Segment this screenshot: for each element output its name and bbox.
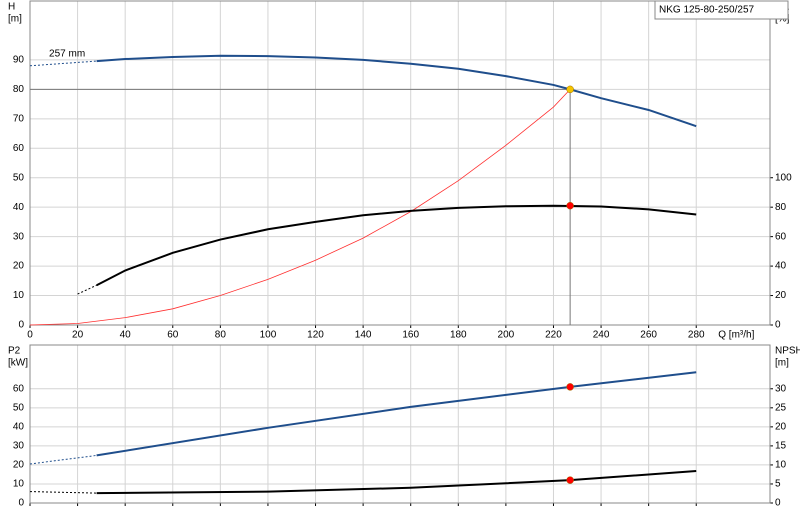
y2-tick-label: 25 xyxy=(775,402,787,413)
x-tick-label: 220 xyxy=(545,330,562,341)
x-tick-label: 100 xyxy=(260,330,277,341)
y-tick-label: 10 xyxy=(13,479,25,490)
model-label: NKG 125-80-250/257 xyxy=(659,5,755,16)
y2-tick-label: 30 xyxy=(775,383,787,394)
operating-marker xyxy=(566,201,574,210)
curve xyxy=(77,284,97,295)
x-tick-label: 180 xyxy=(450,330,467,341)
y2-tick-label: 15 xyxy=(775,441,787,452)
y2-tick-label: 20 xyxy=(775,290,787,301)
y-tick-label: 0 xyxy=(18,498,24,509)
y-tick-label: 0 xyxy=(18,320,24,331)
y2-tick-label: 5 xyxy=(775,479,781,490)
plot-frame xyxy=(29,0,771,326)
y-axis-label: H xyxy=(8,2,15,13)
y-tick-label: 30 xyxy=(13,441,25,452)
x-tick-label: 120 xyxy=(307,330,324,341)
curve xyxy=(29,60,97,67)
y2-tick-label: 20 xyxy=(775,421,787,432)
curve xyxy=(96,470,697,495)
plot-area xyxy=(30,1,770,325)
operating-marker xyxy=(566,476,574,484)
y-tick-label: 20 xyxy=(13,460,25,471)
plot-frame xyxy=(29,344,771,504)
x-tick-label: 40 xyxy=(120,330,132,341)
y2-axis-label: NPSH xyxy=(775,346,800,357)
operating-marker xyxy=(566,383,574,391)
y-tick-label: 30 xyxy=(13,231,25,242)
y-tick-label: 40 xyxy=(13,421,25,432)
y-tick-label: 20 xyxy=(13,261,25,272)
y2-tick-label: 10 xyxy=(775,460,787,471)
y2-tick-label: 60 xyxy=(775,231,787,242)
y-tick-label: 50 xyxy=(13,172,25,183)
y-axis-unit: [kW] xyxy=(8,358,28,369)
y-tick-label: 10 xyxy=(13,290,25,301)
x-tick-label: 60 xyxy=(167,330,179,341)
curve xyxy=(29,454,97,465)
y-tick-label: 60 xyxy=(13,143,25,154)
x-tick-label: 80 xyxy=(215,330,227,341)
x-tick-label: 20 xyxy=(72,330,84,341)
x-tick-label: 0 xyxy=(27,330,33,341)
model-box xyxy=(654,0,789,20)
operating-marker xyxy=(566,85,574,94)
curve xyxy=(29,89,571,326)
y2-tick-label: 40 xyxy=(775,261,787,272)
x-tick-label: 140 xyxy=(355,330,372,341)
y2-tick-label: 0 xyxy=(775,320,781,331)
curve xyxy=(96,371,697,457)
curve xyxy=(29,491,97,494)
y-tick-label: 50 xyxy=(13,402,25,413)
y-tick-label: 80 xyxy=(13,84,25,95)
y-tick-label: 40 xyxy=(13,202,25,213)
y2-tick-label: 100 xyxy=(775,172,792,183)
y2-tick-label: 80 xyxy=(775,202,787,213)
x-tick-label: 260 xyxy=(640,330,657,341)
x-tick-label: 160 xyxy=(402,330,419,341)
y2-tick-label: 0 xyxy=(775,498,781,509)
plot-area xyxy=(30,345,770,503)
x-tick-label: 280 xyxy=(688,330,705,341)
x-tick-label: 200 xyxy=(498,330,515,341)
annotation: 257 mm xyxy=(49,49,85,60)
y-tick-label: 90 xyxy=(13,55,25,66)
y-tick-label: 70 xyxy=(13,113,25,124)
y-axis-label: P2 xyxy=(8,346,21,357)
curve xyxy=(96,54,697,128)
curve xyxy=(96,204,697,287)
x-tick-label: 240 xyxy=(593,330,610,341)
y2-axis-unit: [m] xyxy=(775,358,789,369)
y-axis-unit: [m] xyxy=(8,14,22,25)
x-axis-label: Q [m³/h] xyxy=(718,330,754,341)
y-tick-label: 60 xyxy=(13,383,25,394)
